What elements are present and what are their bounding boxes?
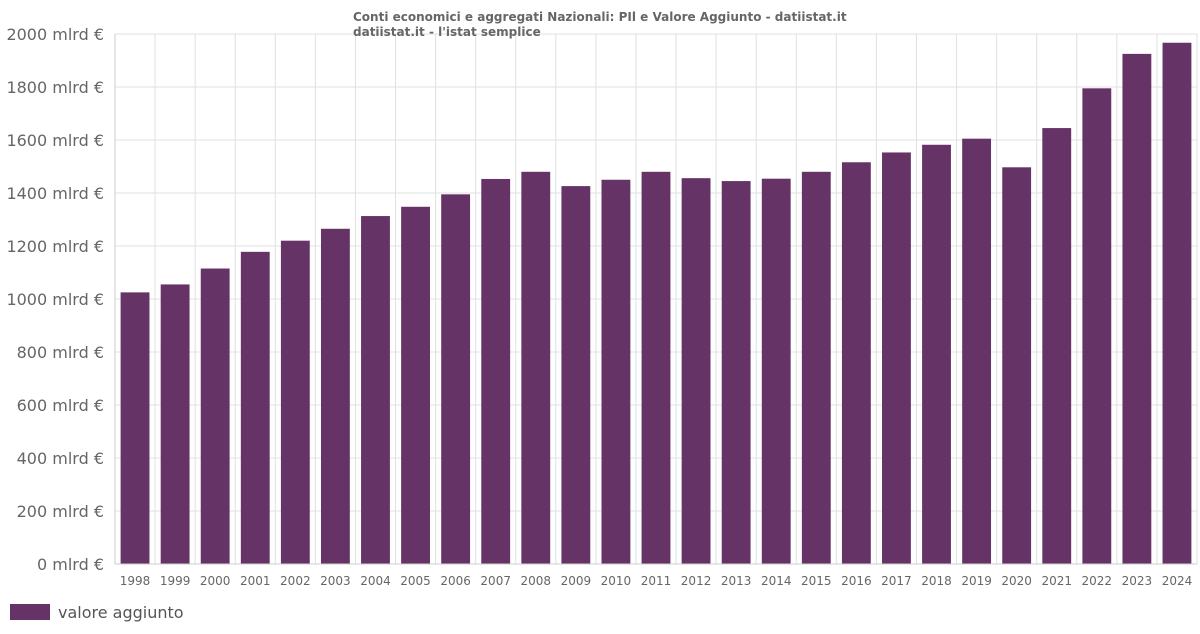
- bar-2008: [521, 171, 551, 565]
- x-tick-label: 2021: [1041, 574, 1072, 588]
- bar-2018: [922, 144, 951, 564]
- bar-2023: [1122, 53, 1152, 564]
- bar-2012: [681, 178, 711, 564]
- bar-2022: [1082, 88, 1112, 564]
- chart-subtitle: datiistat.it - l'istat semplice: [353, 25, 541, 39]
- x-tick-label: 2024: [1162, 574, 1193, 588]
- bar-2010: [601, 179, 631, 564]
- x-tick-label: 1998: [120, 574, 151, 588]
- x-tick-label: 2000: [200, 574, 231, 588]
- x-tick-label: 2008: [521, 574, 552, 588]
- x-tick-label: 2010: [601, 574, 632, 588]
- x-tick-label: 2011: [641, 574, 672, 588]
- bar-2007: [481, 178, 511, 564]
- x-axis-tick-labels: 1998 1999 2000 2001 2002 2003 2004 2005 2006 2007…: [120, 574, 1192, 588]
- y-tick-label: 1000 mlrd €: [6, 290, 104, 309]
- x-tick-label: 2002: [280, 574, 311, 588]
- x-tick-label: 2020: [1001, 574, 1032, 588]
- bar-2006: [441, 194, 471, 564]
- x-tick-label: 2018: [921, 574, 952, 588]
- bar-2005: [401, 206, 430, 564]
- bar-2009: [561, 186, 591, 565]
- bar-2013: [721, 181, 751, 564]
- y-tick-label: 2000 mlrd €: [6, 25, 104, 44]
- bar-2003: [320, 228, 350, 564]
- legend-swatch: [10, 604, 50, 620]
- y-tick-label: 1200 mlrd €: [6, 237, 104, 256]
- bar-2024: [1162, 42, 1192, 565]
- x-tick-label: 2006: [440, 574, 471, 588]
- y-tick-label: 600 mlrd €: [17, 396, 104, 415]
- y-tick-label: 0 mlrd €: [37, 555, 104, 574]
- x-tick-label: 2016: [841, 574, 872, 588]
- y-axis-tick-labels: 0 mlrd € 200 mlrd € 400 mlrd € 600 mlrd € 80…: [6, 25, 104, 574]
- bars: [120, 42, 1192, 565]
- bar-2015: [801, 171, 831, 565]
- x-tick-label: 2023: [1122, 574, 1153, 588]
- bar-1998: [120, 292, 150, 564]
- y-tick-label: 400 mlrd €: [17, 449, 104, 468]
- legend: valore aggiunto: [10, 602, 184, 622]
- bar-2017: [882, 152, 911, 564]
- bar-2019: [962, 138, 992, 565]
- x-tick-label: 2017: [881, 574, 912, 588]
- y-tick-label: 1800 mlrd €: [6, 78, 104, 97]
- x-tick-label: 2005: [400, 574, 431, 588]
- x-tick-label: 2003: [320, 574, 351, 588]
- bar-2020: [1002, 167, 1032, 565]
- x-tick-label: 2012: [681, 574, 712, 588]
- bar-2016: [841, 162, 871, 564]
- y-tick-label: 800 mlrd €: [17, 343, 104, 362]
- bar-1999: [160, 284, 190, 564]
- x-tick-label: 2007: [480, 574, 511, 588]
- bar-2021: [1042, 128, 1072, 564]
- bar-2014: [761, 178, 791, 564]
- bar-2001: [240, 251, 270, 564]
- y-tick-label: 1600 mlrd €: [6, 131, 104, 150]
- bar-2004: [361, 216, 390, 564]
- bar-2000: [200, 268, 230, 564]
- y-tick-label: 200 mlrd €: [17, 502, 104, 521]
- x-tick-label: 2004: [360, 574, 391, 588]
- legend-label: valore aggiunto: [58, 602, 184, 622]
- x-tick-label: 2019: [961, 574, 992, 588]
- x-tick-label: 2001: [240, 574, 271, 588]
- bar-2011: [641, 171, 671, 565]
- x-tick-label: 2015: [801, 574, 832, 588]
- x-tick-label: 2014: [761, 574, 792, 588]
- y-tick-label: 1400 mlrd €: [6, 184, 104, 203]
- chart-title: Conti economici e aggregati Nazionali: P…: [353, 10, 847, 24]
- x-tick-label: 2009: [561, 574, 592, 588]
- x-tick-label: 1999: [160, 574, 191, 588]
- axes: [114, 34, 1197, 565]
- x-tick-label: 2013: [721, 574, 752, 588]
- x-tick-label: 2022: [1082, 574, 1113, 588]
- bar-2002: [280, 240, 310, 564]
